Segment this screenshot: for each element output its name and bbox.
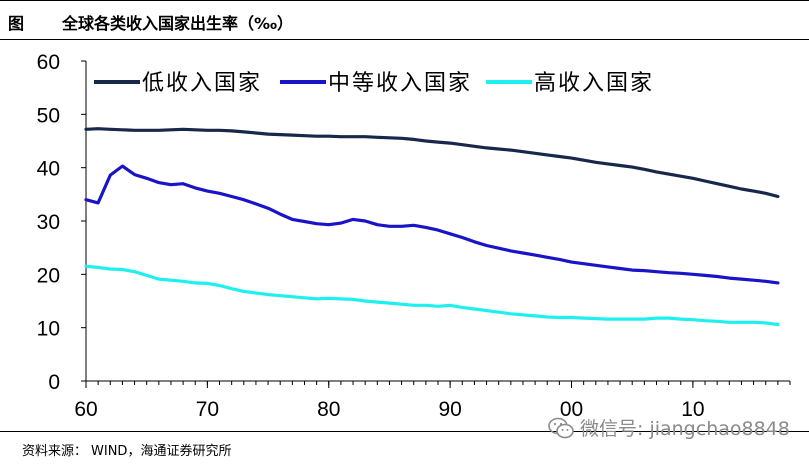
watermark-text: 微信号: jiangchao8848	[580, 418, 790, 440]
figure-title-bar: 图 全球各类收入国家出生率（‰）	[0, 0, 809, 40]
y-tick-label: 10	[37, 318, 60, 341]
series-line-2	[84, 164, 780, 285]
y-tick-label: 0	[48, 371, 60, 394]
source-text: WIND，海通证券研究所	[91, 444, 232, 459]
source-divider	[0, 431, 809, 432]
watermark: 微信号: jiangchao8848	[548, 414, 790, 441]
series-line-1	[84, 127, 780, 199]
y-tick-label: 30	[37, 211, 60, 234]
source-note: 资料来源： WIND，海通证券研究所	[22, 440, 231, 459]
x-tick-label: 90	[438, 398, 461, 421]
figure-label: 图	[8, 14, 25, 33]
legend-label-1: 低收入国家	[142, 71, 262, 96]
y-tick-label: 50	[37, 104, 60, 127]
y-tick-label: 20	[37, 264, 60, 287]
y-tick-label: 40	[37, 158, 60, 181]
source-label: 资料来源：	[22, 444, 88, 459]
x-tick-label: 80	[317, 398, 340, 421]
chart-title: 全球各类收入国家出生率（‰）	[62, 14, 294, 33]
legend-label-2: 中等收入国家	[328, 71, 472, 96]
wechat-icon	[548, 417, 574, 438]
legend-label-3: 高收入国家	[534, 71, 654, 96]
y-tick-label: 60	[37, 51, 60, 74]
line-chart: 0 10 20 30 40 50 60 60 70 80 90 00 10 低收入国家 中等收入国家 高收入国…	[37, 51, 791, 421]
x-tick-label: 70	[196, 398, 219, 421]
x-tick-label: 10	[681, 398, 704, 421]
series-line-3	[84, 264, 780, 327]
x-tick-label: 00	[560, 398, 583, 421]
x-tick-label: 60	[74, 398, 97, 421]
